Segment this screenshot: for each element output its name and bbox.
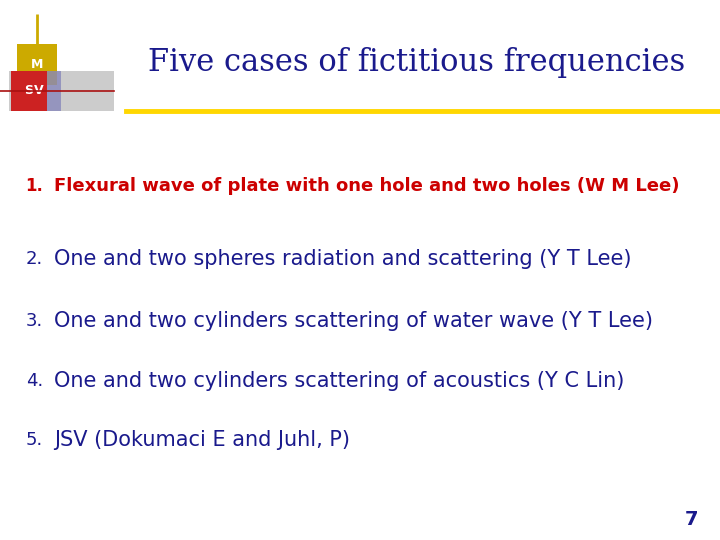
Text: Flexural wave of plate with one hole and two holes (W M Lee): Flexural wave of plate with one hole and… <box>54 177 680 195</box>
Bar <box>11 71 47 111</box>
Text: S: S <box>24 84 33 98</box>
Text: One and two spheres radiation and scattering (Y T Lee): One and two spheres radiation and scatte… <box>54 249 631 269</box>
Text: 2.: 2. <box>26 250 43 268</box>
Text: One and two cylinders scattering of water wave (Y T Lee): One and two cylinders scattering of wate… <box>54 311 653 332</box>
Text: M: M <box>30 58 43 71</box>
Bar <box>17 71 61 111</box>
Bar <box>9 71 114 111</box>
Text: 4.: 4. <box>26 372 43 390</box>
Text: JSV (Dokumaci E and Juhl, P): JSV (Dokumaci E and Juhl, P) <box>54 430 350 450</box>
Text: 5.: 5. <box>26 431 43 449</box>
Text: One and two cylinders scattering of acoustics (Y C Lin): One and two cylinders scattering of acou… <box>54 370 624 391</box>
Text: V: V <box>34 84 43 98</box>
Text: Five cases of fictitious frequencies: Five cases of fictitious frequencies <box>148 46 685 78</box>
Bar <box>17 44 57 85</box>
Text: 1.: 1. <box>25 177 43 195</box>
Text: 7: 7 <box>685 510 698 529</box>
Text: 3.: 3. <box>26 312 43 330</box>
